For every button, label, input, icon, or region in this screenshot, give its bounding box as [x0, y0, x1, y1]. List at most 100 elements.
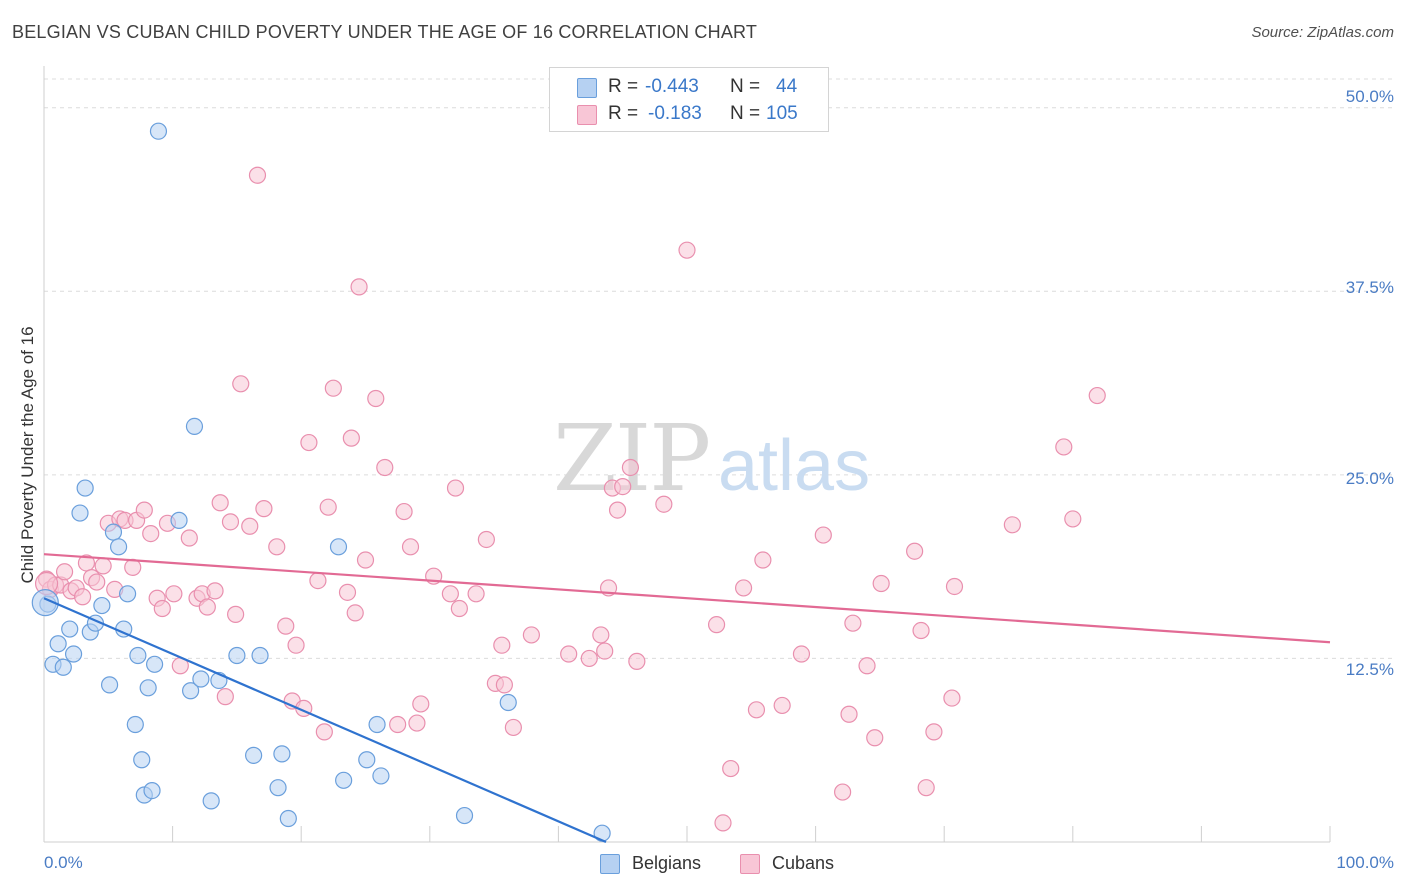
cubans-point [268, 538, 286, 556]
belgians-point [368, 715, 386, 734]
cubans-point [241, 517, 259, 535]
cubans-point [389, 715, 407, 734]
cubans-point [722, 759, 740, 778]
cubans-point [376, 458, 394, 477]
legend-row-belgians: R = -0.443 N = 44 [550, 76, 828, 100]
cubans-point [319, 498, 337, 516]
legend-item-belgians: Belgians [600, 852, 720, 876]
legend-row-cubans: R = -0.183 N = 105 [550, 103, 828, 127]
cubans-point [73, 588, 92, 606]
cubans-point [94, 557, 112, 575]
cubans-point [592, 626, 610, 644]
belgians-point [76, 479, 94, 497]
cubans-point [135, 501, 153, 519]
cubans-point [614, 478, 632, 496]
belgians-point [372, 767, 390, 785]
cubans-point [560, 645, 578, 663]
cubans-point [180, 529, 198, 547]
belgians-point [31, 589, 59, 617]
cubans-point [441, 585, 459, 603]
cubans-point [211, 494, 229, 512]
cubans-point [493, 636, 511, 654]
cubans-point [678, 241, 696, 259]
belgians-point [143, 781, 161, 800]
belgians-point [245, 746, 263, 764]
belgians-point [71, 504, 89, 522]
belgians-point [202, 792, 220, 810]
belgians-r-value: -0.443 [645, 76, 699, 97]
cubans-point [943, 689, 961, 707]
cubans-point [522, 626, 540, 644]
cubans-r-label: R = [608, 103, 639, 124]
cubans-point [1055, 438, 1073, 456]
belgians-point [455, 806, 474, 825]
cubans-point [216, 688, 234, 706]
belgians-point [251, 646, 269, 665]
cubans-point [367, 389, 385, 408]
cubans-point [912, 621, 930, 640]
x-tick-label: 0.0% [44, 853, 83, 872]
cubans-trend-line [43, 553, 1331, 644]
belgians-point [499, 693, 517, 712]
cubans-point [495, 676, 513, 694]
cubans-point [608, 501, 627, 519]
belgians-point [129, 646, 147, 665]
cubans-n-label: N = [730, 103, 761, 124]
cubans-point [287, 636, 305, 654]
cubans-point [165, 585, 183, 603]
gridlines [44, 78, 1392, 659]
cubans-n-value: 105 [766, 103, 798, 124]
cubans-point [945, 577, 964, 596]
cubans-point [925, 723, 943, 741]
belgians-swatch [577, 78, 597, 98]
belgians-n-value: 44 [776, 76, 798, 97]
cubans-point [844, 614, 862, 632]
belgians-point [126, 715, 144, 734]
cubans-point [504, 718, 522, 737]
cubans-point [1064, 510, 1082, 528]
cubans-point [834, 783, 852, 801]
y-tick-label: 37.5% [1345, 278, 1394, 297]
cubans-point [227, 605, 245, 623]
cubans-point [142, 524, 160, 543]
belgians-point [335, 771, 353, 789]
belgians-point [228, 646, 246, 665]
cubans-point [346, 604, 364, 622]
cubans-point [858, 657, 876, 675]
cubans-point [655, 495, 673, 513]
cubans-point [356, 551, 375, 569]
belgians-point [49, 635, 67, 653]
cubans-point [206, 582, 224, 600]
y-tick-label: 12.5% [1345, 660, 1394, 679]
belgians-point [149, 122, 168, 140]
y-tick-label: 50.0% [1345, 87, 1394, 106]
cubans-point [596, 642, 614, 660]
belgians-point [61, 620, 79, 638]
belgians-point [109, 538, 128, 556]
cubans-point [55, 563, 74, 581]
belgians-point [139, 679, 157, 697]
cubans-point [628, 652, 646, 670]
cubans-point [300, 433, 318, 452]
belgians-point [93, 596, 111, 615]
belgians-points [31, 122, 611, 842]
cubans-point [792, 645, 811, 663]
cubans-point [395, 502, 413, 521]
cubans-point [198, 598, 216, 616]
cubans-swatch [577, 105, 597, 125]
cubans-point [324, 379, 342, 397]
belgians-legend-swatch [600, 854, 620, 874]
belgians-point [100, 676, 119, 694]
cubans-point [1003, 516, 1021, 534]
belgians-trend-line [43, 597, 607, 844]
cubans-point [124, 558, 142, 576]
cubans-point [840, 705, 858, 723]
cubans-point [450, 599, 468, 618]
belgians-r-label: R = [608, 76, 639, 97]
cubans-point [477, 530, 495, 549]
cubans-points [34, 166, 1106, 832]
correlation-legend: R = -0.443 N = 44 R = -0.183 N = 105 [549, 67, 829, 132]
source-label: Source: ZipAtlas.com [1251, 24, 1394, 41]
belgians-point [269, 779, 287, 797]
